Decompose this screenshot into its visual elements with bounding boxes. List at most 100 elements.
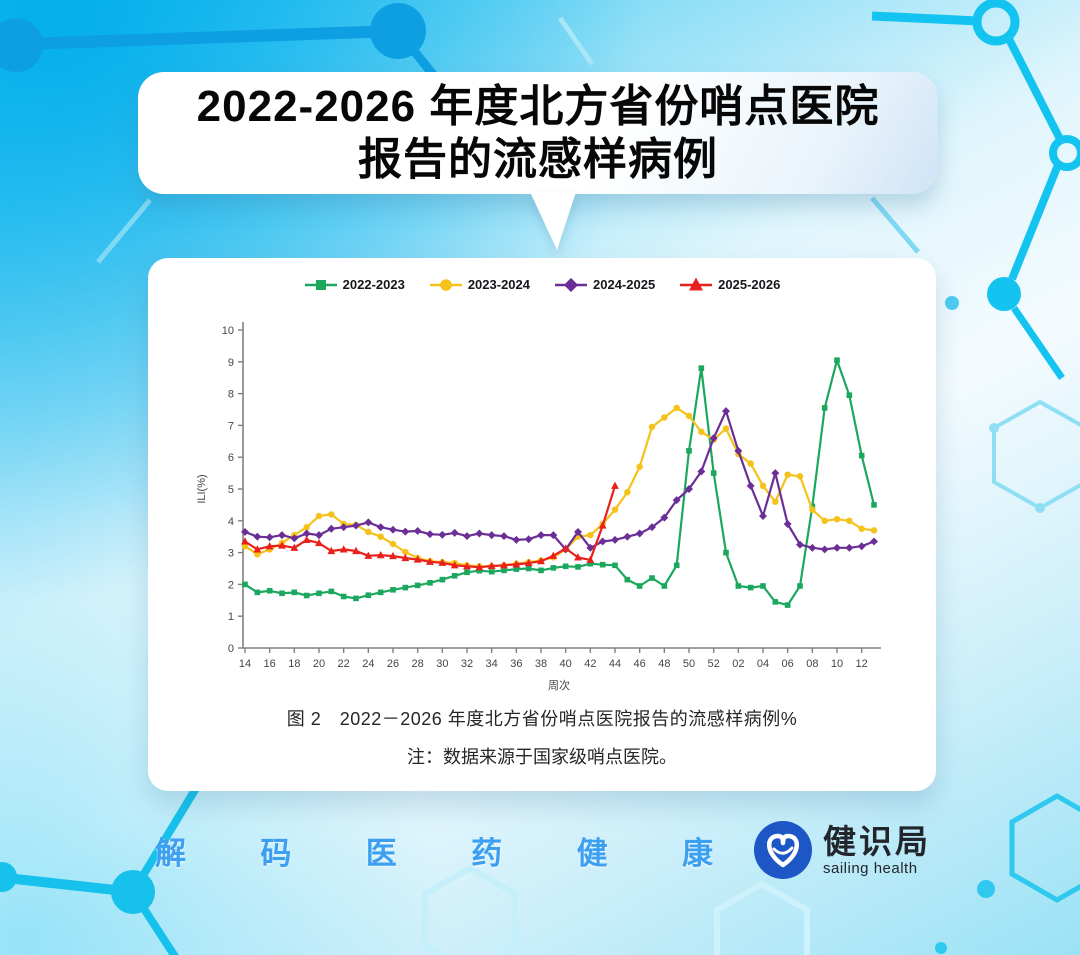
marker-square (624, 576, 631, 583)
marker-triangle (278, 541, 286, 549)
x-tick-label: 24 (362, 658, 374, 670)
marker-triangle (475, 563, 484, 571)
marker-circle (833, 515, 841, 523)
marker-circle (698, 428, 705, 436)
y-tick-label: 7 (228, 420, 234, 432)
marker-square (328, 588, 335, 595)
title-bubble: 2022-2026 年度北方省份哨点医院 报告的流感样病例 (138, 72, 938, 250)
x-tick-label: 52 (708, 658, 720, 670)
marker-circle (303, 523, 310, 531)
marker-diamond (487, 531, 496, 540)
legend-label: 2024-2025 (593, 277, 656, 292)
marker-circle (611, 506, 619, 513)
x-tick-label: 46 (634, 658, 646, 670)
marker-diamond (426, 530, 434, 539)
marker-triangle (315, 538, 323, 547)
marker-triangle (586, 555, 595, 563)
marker-triangle (611, 481, 619, 489)
legend-marker-triangle-icon (680, 277, 713, 290)
marker-triangle (487, 561, 496, 570)
marker-diamond (623, 532, 632, 541)
x-tick-label: 10 (831, 658, 843, 670)
series-line (244, 410, 875, 551)
marker-circle (328, 511, 335, 518)
brand-logo: 健识局 sailing health (753, 820, 931, 880)
marker-diamond (783, 520, 792, 528)
marker-circle (389, 540, 397, 548)
marker-diamond (722, 407, 730, 416)
marker-square (871, 502, 877, 508)
marker-triangle (413, 555, 422, 563)
marker-triangle (438, 558, 447, 566)
y-tick-label: 10 (222, 325, 234, 337)
legend-label: 2023-2024 (467, 277, 530, 292)
x-tick-label: 06 (782, 658, 794, 670)
marker-triangle (364, 551, 373, 559)
marker-square (390, 587, 396, 593)
marker-triangle (376, 550, 385, 559)
marker-diamond (475, 529, 484, 538)
marker-square (279, 590, 285, 597)
marker-square (488, 568, 495, 575)
x-tick-label: 42 (584, 658, 596, 670)
series-line (244, 485, 617, 569)
marker-square (513, 566, 520, 572)
marker-circle (796, 473, 804, 480)
marker-diamond (648, 523, 656, 532)
marker-circle (870, 527, 878, 534)
marker-triangle (524, 558, 533, 567)
marker-diamond (376, 523, 385, 532)
marker-diamond (438, 530, 447, 539)
marker-square (340, 593, 347, 600)
marker-square (315, 279, 326, 290)
marker-circle (440, 278, 452, 291)
slogan-char: 健 (576, 836, 608, 871)
marker-diamond (759, 512, 767, 520)
y-tick-label: 5 (228, 484, 234, 496)
marker-diamond (709, 434, 718, 443)
x-tick-label: 36 (510, 658, 522, 670)
slogan-char: 药 (471, 836, 503, 871)
marker-square (772, 599, 779, 605)
series-2023-2024 (241, 404, 878, 570)
marker-triangle (241, 537, 249, 545)
y-axis-title: ILI(%) (196, 474, 208, 503)
marker-circle (648, 423, 656, 431)
marker-square (784, 602, 791, 608)
marker-triangle (574, 553, 582, 561)
marker-diamond (389, 525, 397, 534)
marker-square (266, 587, 273, 594)
legend-label: 2022-2023 (342, 277, 405, 292)
x-tick-label: 18 (288, 658, 300, 670)
marker-diamond (265, 533, 274, 542)
marker-circle (772, 498, 779, 505)
marker-square (599, 561, 606, 568)
marker-diamond (833, 543, 841, 552)
marker-diamond (401, 527, 410, 536)
legend-item-2025-2026: 2025-2026 (679, 277, 780, 292)
marker-square (464, 569, 470, 576)
marker-diamond (870, 537, 878, 546)
marker-diamond (278, 531, 286, 540)
marker-triangle (327, 546, 336, 555)
x-tick-label: 22 (338, 658, 350, 670)
legend-item-2024-2025: 2024-2025 (554, 277, 655, 292)
marker-square (254, 589, 261, 596)
marker-diamond (746, 481, 755, 490)
series-2025-2026 (241, 481, 619, 571)
marker-square (291, 589, 298, 596)
marker-diamond (253, 532, 262, 541)
marker-square (451, 573, 458, 579)
marker-triangle (500, 561, 508, 569)
marker-square (858, 452, 865, 459)
y-tick-label: 8 (228, 389, 234, 401)
slogan-char: 解 (155, 836, 186, 871)
marker-triangle (549, 551, 558, 559)
series-2022-2023 (242, 357, 877, 608)
marker-square (587, 560, 594, 567)
marker-diamond (413, 527, 422, 535)
marker-square (303, 592, 310, 599)
marker-triangle (290, 543, 299, 551)
marker-square (710, 470, 717, 476)
marker-triangle (689, 277, 704, 290)
